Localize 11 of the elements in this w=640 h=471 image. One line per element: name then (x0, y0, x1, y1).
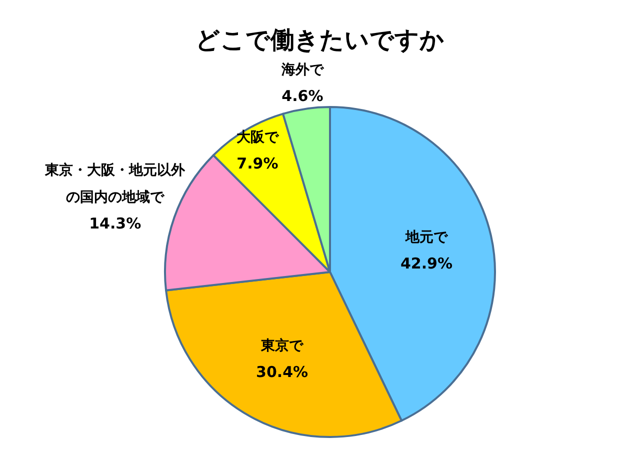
slice-label: 地元で (404, 229, 449, 246)
data-label: 4.6% (282, 87, 324, 106)
data-label: 42.9% (400, 254, 453, 272)
chart-title: どこで働きたいですか (196, 26, 444, 54)
data-label: 14.3% (89, 214, 142, 233)
slice-label: 大阪で (236, 130, 280, 146)
data-label: 7.9% (236, 154, 278, 173)
slice-label: 東京で (260, 337, 304, 354)
slice-label: 東京・大阪・地元以外の国内の地域で (44, 162, 186, 206)
data-label: 30.4% (256, 363, 308, 382)
slice-label: 海外で (280, 62, 324, 78)
